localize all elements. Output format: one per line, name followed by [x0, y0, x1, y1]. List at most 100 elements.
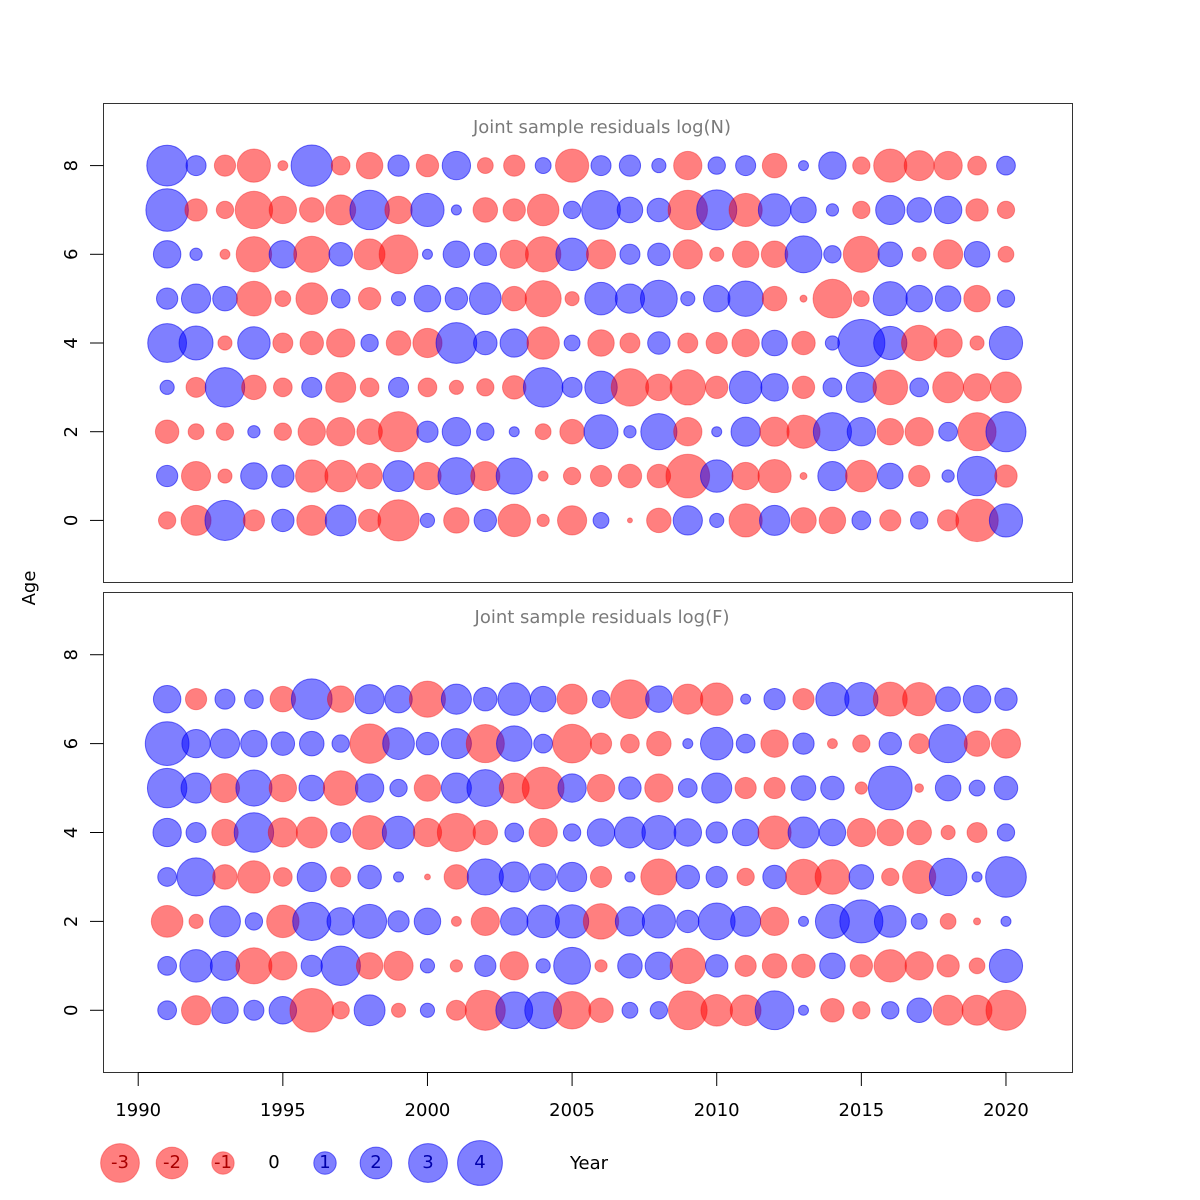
residual-bubble-f-2010-age0: [700, 993, 734, 1027]
residual-bubble-n-2018-age3: [932, 371, 965, 404]
residual-bubble-n-2014-age0: [818, 506, 847, 535]
residual-bubble-n-2006-age0: [592, 511, 610, 529]
residual-bubble-f-2005-age1: [553, 946, 591, 985]
residual-bubble-n-2008-age6: [647, 242, 671, 266]
residual-bubble-n-2005-age1: [562, 466, 582, 486]
residual-bubble-n-1991-age0: [157, 511, 177, 530]
residual-bubble-n-2001-age8: [441, 150, 472, 181]
residual-bubble-f-2015-age1: [849, 954, 874, 978]
residual-bubble-f-2019-age6: [963, 730, 991, 757]
residual-bubble-n-2008-age4: [647, 331, 671, 355]
residual-bubble-f-1992-age1: [179, 949, 213, 983]
residual-bubble-n-2002-age8: [476, 157, 494, 175]
residual-bubble-n-1995-age2: [273, 422, 293, 441]
residual-bubble-n-2013-age8: [797, 160, 810, 172]
residual-bubble-n-2014-age1: [817, 460, 848, 492]
residual-bubble-f-1993-age2: [209, 905, 241, 938]
residual-bubble-f-2015-age6: [852, 734, 871, 753]
residual-bubble-f-2000-age0: [419, 1002, 436, 1018]
residual-bubble-n-2019-age1: [956, 455, 998, 497]
residual-bubble-n-2012-age3: [760, 373, 789, 402]
residual-bubble-n-1991-age1: [156, 464, 179, 488]
residual-bubble-n-2007-age4: [619, 332, 641, 354]
residual-bubble-n-2015-age7: [852, 200, 871, 220]
residual-bubble-f-2020-age4: [996, 823, 1016, 842]
y-tick-label: 6: [61, 738, 82, 749]
residual-bubble-n-1997-age5: [330, 288, 351, 309]
residual-bubble-f-1996-age6: [298, 730, 325, 757]
residual-bubble-f-2013-age2: [797, 915, 810, 927]
residual-bubble-f-2020-age1: [988, 948, 1024, 983]
residual-bubble-f-2017-age0: [906, 997, 932, 1024]
y-tick-label: 4: [61, 337, 82, 348]
residual-bubble-f-2001-age7: [440, 683, 472, 715]
residual-bubble-f-2007-age4: [614, 816, 646, 849]
residual-bubble-n-2009-age2: [673, 417, 703, 447]
residual-bubble-n-1992-age1: [180, 460, 212, 492]
residual-bubble-f-2003-age2: [500, 907, 529, 936]
residual-bubble-n-2006-age7: [581, 190, 621, 230]
residual-bubble-f-2019-age4: [966, 821, 988, 844]
residual-bubble-f-1992-age7: [184, 688, 208, 711]
residual-bubble-n-2007-age1: [617, 463, 643, 489]
residual-bubble-n-2005-age5: [564, 291, 580, 307]
residual-bubble-n-1992-age4: [178, 325, 214, 361]
y-tick-label: 4: [61, 827, 82, 838]
residual-bubble-f-2014-age0: [820, 998, 845, 1023]
residual-bubble-n-1999-age6: [378, 234, 419, 275]
residual-bubble-n-2020-age2: [985, 411, 1027, 453]
y-tick-label: 6: [61, 249, 82, 260]
residual-bubble-f-2014-age1: [819, 952, 846, 980]
residual-bubble-n-2016-age2: [876, 417, 905, 446]
residual-bubble-f-2006-age1: [594, 959, 608, 973]
residual-bubble-n-2019-age5: [963, 284, 991, 313]
residual-bubble-f-2009-age3: [675, 864, 701, 890]
panel-log-n-title: Joint sample residuals log(N): [472, 117, 731, 138]
residual-bubble-n-2011-age8: [735, 155, 757, 177]
residual-bubble-n-2003-age4: [499, 328, 529, 358]
residual-bubble-n-2017-age8: [903, 150, 935, 182]
residual-bubble-f-1991-age4: [152, 817, 182, 848]
residual-bubble-n-2015-age1: [845, 459, 878, 493]
residual-bubble-n-2020-age7: [996, 200, 1016, 220]
x-tick-label: 2000: [405, 1100, 451, 1121]
residual-bubble-f-1996-age1: [300, 954, 323, 977]
residual-bubble-n-2015-age2: [846, 417, 877, 447]
residual-bubble-n-1993-age1: [217, 468, 233, 484]
residual-bubble-f-1996-age4: [295, 816, 328, 849]
residual-bubble-n-2001-age2: [441, 417, 472, 447]
residual-bubble-f-1994-age7: [244, 689, 264, 710]
residual-bubble-f-2001-age2: [450, 915, 462, 927]
residual-bubble-f-2007-age1: [617, 953, 643, 979]
residual-bubble-f-1993-age3: [212, 864, 238, 890]
residual-bubble-f-2010-age4: [705, 821, 728, 844]
residual-bubble-n-2018-age8: [933, 150, 963, 181]
residual-bubble-n-2008-age0: [646, 507, 672, 534]
residual-bubble-f-1991-age7: [152, 684, 182, 714]
residual-bubble-n-2004-age7: [526, 193, 560, 227]
residual-bubble-n-2020-age3: [990, 371, 1022, 404]
residual-bubble-f-1994-age1: [235, 947, 273, 985]
legend-bubble: [359, 1146, 393, 1180]
residual-bubble-n-1992-age3: [185, 376, 207, 398]
residual-bubble-n-2002-age3: [476, 378, 495, 397]
residual-bubble-n-2005-age4: [563, 334, 581, 352]
residual-bubble-f-1996-age0: [289, 987, 335, 1033]
residual-bubble-n-1997-age1: [324, 459, 358, 493]
residual-bubble-f-1999-age6: [382, 727, 415, 760]
residual-bubble-f-1994-age3: [237, 860, 271, 894]
residual-bubble-f-2016-age5: [867, 765, 913, 811]
residual-bubble-n-2002-age1: [470, 460, 501, 492]
residual-bubble-f-1995-age6: [270, 731, 296, 756]
residual-bubble-n-2012-age2: [759, 416, 790, 447]
residual-bubble-f-2010-age6: [699, 726, 734, 761]
residual-bubble-f-2005-age0: [552, 991, 592, 1030]
x-tick-label: 2015: [838, 1100, 884, 1121]
residual-bubble-f-2003-age1: [499, 951, 529, 981]
residual-bubble-n-2010-age3: [705, 375, 729, 400]
residual-bubble-f-2014-age3: [814, 859, 851, 895]
residual-bubble-f-2000-age6: [415, 731, 440, 756]
residual-bubble-f-2009-age1: [669, 947, 707, 985]
bubbles-log-f: [144, 678, 1027, 1033]
